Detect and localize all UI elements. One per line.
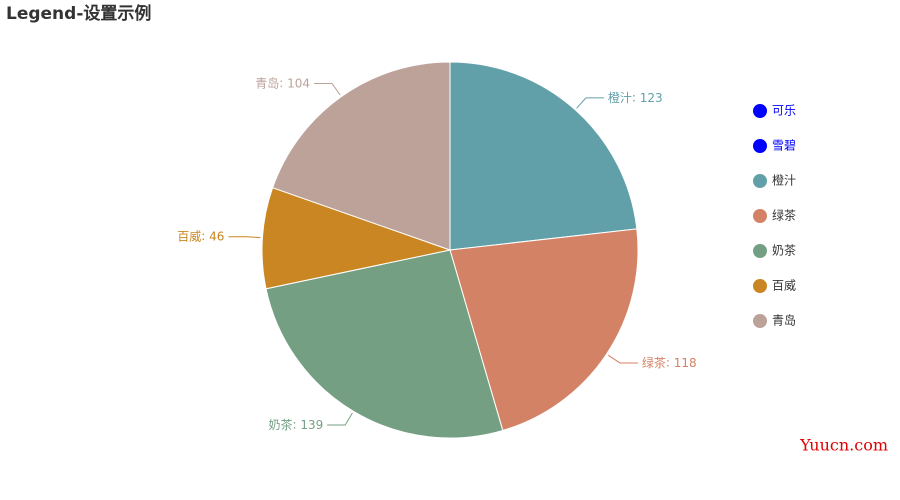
legend-label[interactable]: 橙汁: [772, 173, 796, 188]
slice-label: 绿茶: 118: [642, 354, 697, 369]
slice-label: 青岛: 104: [255, 75, 310, 90]
label-line: [576, 97, 604, 109]
label-value: 46: [209, 229, 224, 243]
chart-title: Legend-设置示例: [6, 3, 151, 24]
label-name: 百威: [177, 229, 201, 243]
legend-label[interactable]: 绿茶: [772, 208, 796, 223]
label-value: 139: [300, 418, 323, 432]
legend-icon: [753, 174, 767, 188]
slice-label: 橙汁: 123: [608, 89, 663, 104]
legend-label[interactable]: 雪碧: [772, 139, 796, 153]
legend-label[interactable]: 百威: [772, 279, 796, 293]
legend-icon: [753, 139, 767, 153]
label-value: 123: [640, 90, 663, 104]
label-line: [314, 83, 341, 96]
label-name: 奶茶: [268, 417, 292, 432]
legend-icon: [753, 279, 767, 293]
label-line: [607, 354, 638, 364]
legend-icon: [753, 314, 767, 328]
watermark: Yuucn.com: [799, 436, 888, 455]
legend-icon: [753, 244, 767, 258]
label-line: [327, 412, 353, 426]
slice-label: 奶茶: 139: [268, 417, 323, 432]
pie-slice: [261, 187, 452, 290]
label-name: 绿茶: [642, 354, 666, 369]
legend-label[interactable]: 可乐: [772, 104, 796, 118]
label-value: 104: [287, 76, 310, 90]
legend-label[interactable]: 奶茶: [772, 243, 796, 258]
legend-label[interactable]: 青岛: [772, 313, 796, 328]
pie-slice: [449, 228, 639, 432]
legend-icon: [753, 104, 767, 118]
label-line: [228, 236, 261, 239]
label-value: 118: [674, 355, 697, 369]
pie-slice: [271, 61, 451, 251]
legend-icon: [753, 209, 767, 223]
pie-slice: [449, 61, 638, 251]
slice-label: 百威: 46: [177, 229, 224, 243]
label-name: 青岛: [255, 75, 279, 90]
label-name: 橙汁: [608, 89, 632, 104]
pie-slice: [265, 249, 504, 439]
